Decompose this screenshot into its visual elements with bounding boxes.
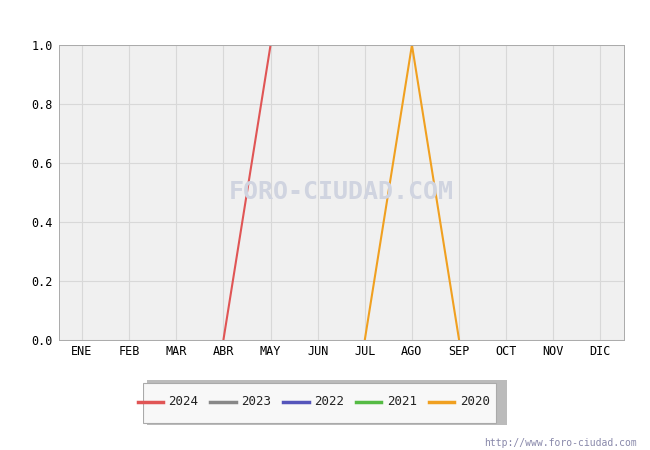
Text: 2020: 2020 <box>460 396 489 408</box>
Text: 2022: 2022 <box>314 396 344 408</box>
Text: http://www.foro-ciudad.com: http://www.foro-ciudad.com <box>484 438 637 448</box>
Text: 2024: 2024 <box>168 396 198 408</box>
FancyBboxPatch shape <box>143 382 496 423</box>
Text: Matriculaciones de Vehiculos en Miño de San Esteban: Matriculaciones de Vehiculos en Miño de … <box>79 14 571 29</box>
Text: FORO-CIUDAD.COM: FORO-CIUDAD.COM <box>229 180 454 204</box>
FancyBboxPatch shape <box>147 380 507 429</box>
Text: 2023: 2023 <box>241 396 271 408</box>
Text: 2021: 2021 <box>387 396 417 408</box>
